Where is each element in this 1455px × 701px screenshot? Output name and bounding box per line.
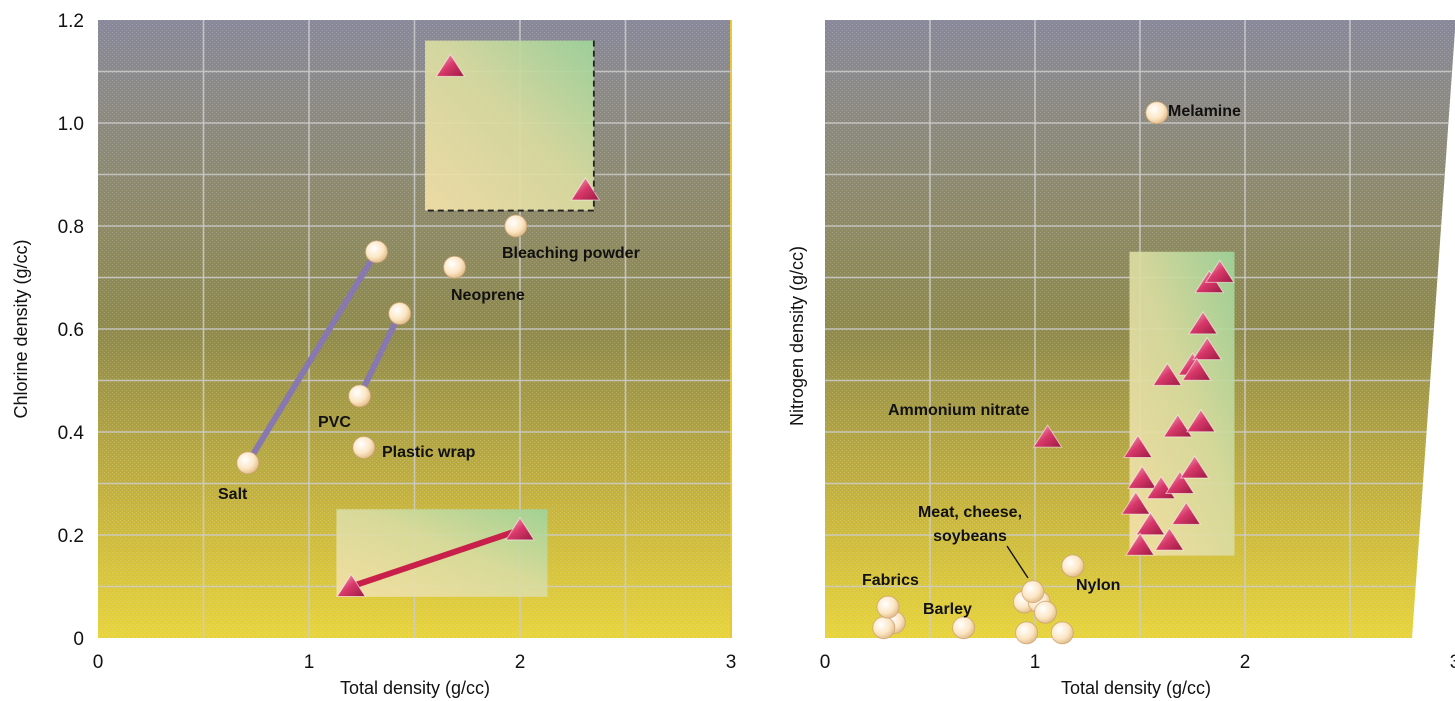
benign-point: [952, 616, 976, 640]
threat-point: [1181, 357, 1212, 381]
benign-point: [348, 384, 372, 408]
threat-point: [1154, 527, 1185, 551]
threat-point: [505, 516, 535, 541]
label-pvc: PVC: [318, 414, 351, 431]
benign-point: [876, 595, 900, 619]
benign-point: [388, 302, 412, 326]
x-tick-label: 1: [304, 652, 315, 673]
y-tick-label: 0.2: [58, 526, 84, 547]
benign-point: [1145, 101, 1169, 125]
line-layer: [244, 248, 523, 590]
grid: [825, 20, 1452, 638]
threat-point: [1135, 511, 1166, 536]
threat-point: [1164, 470, 1195, 494]
label-bleaching-powder: Bleaching powder: [502, 245, 640, 262]
benign-point: [1021, 580, 1045, 604]
benign-point: [872, 616, 896, 640]
threat-point: [1120, 491, 1151, 515]
threat-point: [1204, 259, 1235, 283]
x-tick-label: 0: [93, 652, 104, 673]
threat-point: [336, 573, 367, 597]
x-tick-label: 3: [726, 652, 737, 673]
threat-point: [1032, 424, 1063, 448]
highlight-region: [1129, 251, 1235, 556]
y-axis-label: Nitrogen density (g/cc): [787, 246, 807, 426]
label-barley: Barley: [923, 601, 972, 618]
point-layer: [236, 53, 601, 597]
meat-cheese-leader: [1006, 545, 1029, 579]
label-ammonium-nitrate: Ammonium nitrate: [888, 402, 1029, 419]
y-tick-label: 0: [73, 629, 84, 650]
benign-point: [352, 435, 376, 459]
threat-point: [1179, 455, 1210, 479]
threat-point: [1188, 310, 1218, 335]
x-tick-label: 1: [1030, 652, 1041, 673]
x-tick-label: 0: [820, 652, 831, 673]
threat-point: [1185, 408, 1216, 433]
label-melamine: Melamine: [1168, 103, 1241, 120]
nitrogen-density-plot: 0 1 2 3 Total density (g/cc) Nitrogen densi…: [787, 20, 1455, 698]
threat-point: [1122, 434, 1153, 458]
y-tick-label: 0.6: [58, 320, 84, 341]
tick-layer: 0 1 2 3 0 0.2 0.4 0.6 0.8 1.0 1.2: [58, 11, 737, 673]
benign-point: [236, 451, 260, 475]
y-tick-label: 0.8: [58, 217, 84, 238]
label-salt: Salt: [218, 486, 248, 503]
threat-point: [1125, 532, 1155, 556]
threat-point: [1152, 362, 1183, 386]
connector-line: [244, 248, 380, 466]
benign-point: [504, 214, 528, 238]
benign-point: [365, 240, 389, 264]
threat-point: [570, 177, 601, 201]
label-fabrics: Fabrics: [862, 572, 919, 589]
threat-point: [1171, 501, 1202, 525]
x-tick-label: 2: [1240, 652, 1251, 673]
connector-line: [348, 526, 523, 590]
region-border: [425, 40, 595, 212]
label-neoprene: Neoprene: [451, 287, 525, 304]
label-plastic-wrap: Plastic wrap: [382, 444, 476, 461]
threat-point: [435, 53, 466, 77]
threat-point: [1192, 336, 1223, 361]
threat-point: [1162, 413, 1193, 438]
y-tick-label: 1.0: [58, 114, 84, 135]
benign-point: [1015, 621, 1039, 645]
tick-layer: 0 1 2 3: [820, 652, 1455, 673]
x-axis-label: Total density (g/cc): [1061, 678, 1211, 698]
point-layer: [872, 101, 1235, 645]
benign-point: [1061, 554, 1085, 578]
benign-point: [1050, 621, 1074, 645]
label-nylon: Nylon: [1076, 577, 1120, 594]
y-axis-label: Chlorine density (g/cc): [11, 239, 31, 418]
connector-line: [356, 310, 403, 399]
threat-point: [1127, 465, 1158, 489]
label-meat-cheese-line1: Meat, cheese,: [918, 504, 1022, 521]
benign-point: [443, 255, 467, 279]
y-tick-label: 0.4: [58, 423, 85, 444]
chlorine-density-plot: 0 1 2 3 0 0.2 0.4 0.6 0.8 1.0 1.2 Total density (g…: [11, 11, 736, 698]
x-tick-label: 3: [1450, 652, 1455, 673]
region-layer: [1129, 251, 1235, 556]
y-tick-label: 1.2: [58, 11, 84, 32]
x-axis-label: Total density (g/cc): [340, 678, 490, 698]
label-meat-cheese-line2: soybeans: [933, 528, 1007, 545]
benign-point: [1034, 600, 1057, 624]
x-tick-label: 2: [515, 652, 526, 673]
